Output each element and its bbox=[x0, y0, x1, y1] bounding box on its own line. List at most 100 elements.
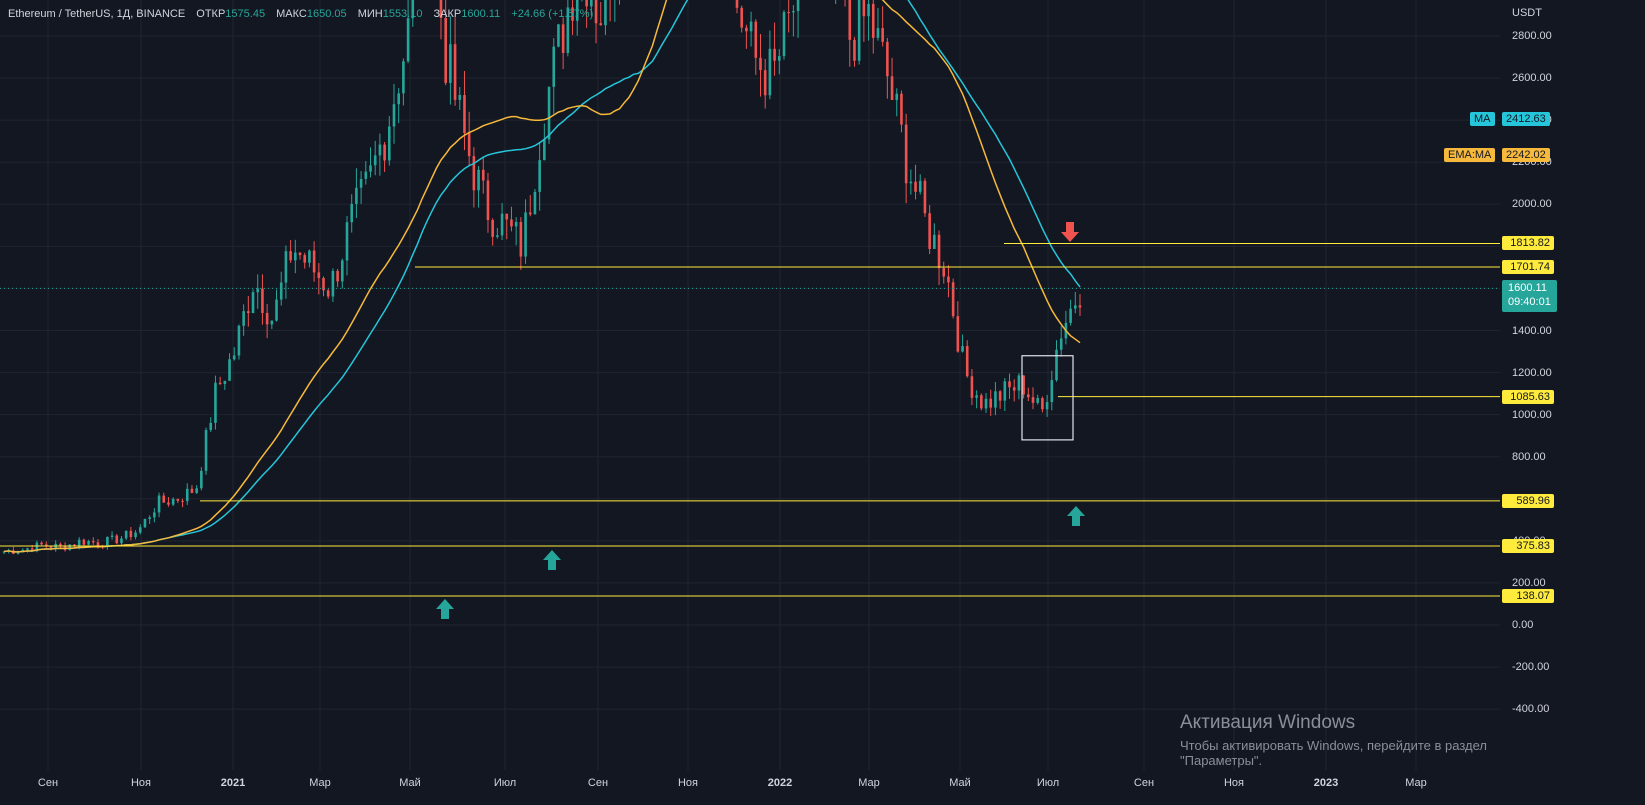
candle-body bbox=[777, 56, 781, 61]
candle-body bbox=[458, 94, 462, 100]
open-value: 1575.45 bbox=[225, 8, 266, 20]
candle-body bbox=[862, 0, 866, 17]
candle-body bbox=[547, 86, 551, 140]
candle-body bbox=[82, 539, 86, 545]
candle-body bbox=[228, 359, 231, 381]
candle-body bbox=[336, 270, 339, 282]
candle-body bbox=[209, 422, 213, 431]
candle-body bbox=[895, 93, 899, 100]
candle-body bbox=[585, 0, 588, 7]
candle-body bbox=[763, 70, 767, 96]
candle-body bbox=[392, 104, 396, 127]
change-value: +24.66 (+1.57%) bbox=[511, 8, 594, 20]
candle-body bbox=[223, 380, 227, 384]
candle-body bbox=[575, 0, 579, 21]
candle-body bbox=[947, 276, 950, 283]
candle-body bbox=[904, 124, 908, 184]
price-level-tag[interactable]: 1701.74 bbox=[1502, 260, 1554, 275]
down-arrow-icon bbox=[1061, 222, 1079, 242]
candle-body bbox=[514, 221, 518, 227]
candle-body bbox=[1036, 398, 1040, 403]
price-level-tag[interactable]: 375.83 bbox=[1502, 538, 1554, 553]
candle-body bbox=[505, 213, 509, 220]
candle-body bbox=[129, 530, 133, 538]
time-tick-label: Май bbox=[399, 777, 421, 789]
candle-body bbox=[303, 255, 307, 263]
ema-line bbox=[3, 0, 1081, 553]
up-arrow-icon bbox=[543, 550, 561, 570]
candle-body bbox=[496, 235, 499, 237]
price-tick-label: 1400.00 bbox=[1512, 324, 1552, 337]
watermark-line2: "Параметры". bbox=[1180, 753, 1263, 768]
candle-body bbox=[308, 250, 311, 263]
high-value: 1650.05 bbox=[306, 8, 347, 20]
time-tick-label: 2022 bbox=[767, 777, 793, 789]
time-tick-label: 2023 bbox=[1313, 777, 1339, 789]
candle-body bbox=[1059, 338, 1063, 350]
candle-body bbox=[143, 519, 147, 528]
candle-body bbox=[890, 76, 894, 100]
candle-body bbox=[449, 44, 452, 83]
candle-body bbox=[275, 299, 278, 321]
price-tick-label: -400.00 bbox=[1512, 703, 1550, 716]
price-axis-currency[interactable]: USDT bbox=[1512, 7, 1542, 19]
candle-body bbox=[594, 0, 598, 24]
candle-body bbox=[124, 530, 128, 539]
price-tick-label: 0.00 bbox=[1512, 619, 1534, 631]
price-level-tag[interactable]: 589.96 bbox=[1502, 493, 1554, 508]
candle-body bbox=[543, 139, 546, 161]
ema-tag-label[interactable]: EMA:MA bbox=[1444, 148, 1496, 162]
symbol-name[interactable]: Ethereum / TetherUS, 1Д, BINANCE bbox=[8, 8, 186, 20]
price-level-tag[interactable]: 1085.63 bbox=[1502, 389, 1554, 404]
price-level-tag[interactable]: 138.07 bbox=[1502, 588, 1554, 603]
ma-tag-label[interactable]: MA bbox=[1470, 112, 1495, 126]
candle-body bbox=[745, 27, 748, 32]
candle-body bbox=[754, 21, 758, 58]
candle-body bbox=[463, 94, 466, 134]
candle-body bbox=[312, 250, 316, 273]
watermark-line1: Чтобы активировать Windows, перейдите в … bbox=[1180, 738, 1487, 753]
time-tick-label: Сен bbox=[587, 777, 609, 789]
time-tick-label: Ноя bbox=[130, 777, 152, 789]
candle-body bbox=[787, 12, 790, 14]
up-arrow-icon bbox=[436, 599, 454, 619]
candle-body bbox=[317, 272, 321, 279]
candle-body bbox=[519, 221, 523, 257]
candle-body bbox=[951, 282, 955, 317]
candle-body bbox=[970, 376, 974, 398]
candle-body bbox=[369, 165, 372, 172]
candle-body bbox=[387, 126, 391, 161]
candle-body bbox=[218, 382, 222, 384]
time-tick-label: 2021 bbox=[220, 777, 246, 789]
consolidation-box bbox=[1021, 355, 1074, 441]
candle-body bbox=[200, 470, 203, 489]
candle-body bbox=[768, 48, 772, 96]
candle-body bbox=[923, 180, 927, 214]
candle-body bbox=[359, 178, 363, 188]
candle-body bbox=[261, 288, 264, 313]
ema-tag-value: 2242.02 bbox=[1502, 148, 1550, 162]
candle-body bbox=[918, 180, 922, 192]
time-tick-label: Мар bbox=[858, 777, 880, 789]
time-tick-label: Июл bbox=[493, 777, 517, 789]
candle-body bbox=[881, 28, 884, 42]
candle-body bbox=[491, 220, 494, 237]
candle-body bbox=[91, 541, 95, 543]
candle-body bbox=[138, 527, 142, 533]
candle-body bbox=[68, 544, 72, 551]
candle-body bbox=[759, 57, 762, 71]
open-label: ОТКР bbox=[196, 8, 226, 20]
watermark-title: Активация Windows bbox=[1180, 712, 1356, 733]
candle-body bbox=[30, 548, 34, 552]
candle-body bbox=[792, 11, 795, 13]
candle-body bbox=[242, 311, 245, 326]
close-label: ЗАКР bbox=[433, 8, 462, 20]
price-level-tag[interactable]: 1813.82 bbox=[1502, 236, 1554, 251]
candle-body bbox=[538, 160, 541, 192]
candle-body bbox=[796, 0, 800, 12]
low-value: 1553.10 bbox=[382, 8, 423, 20]
candle-body bbox=[251, 292, 255, 314]
price-tick-label: 2800.00 bbox=[1512, 30, 1552, 42]
candle-body bbox=[373, 155, 377, 166]
